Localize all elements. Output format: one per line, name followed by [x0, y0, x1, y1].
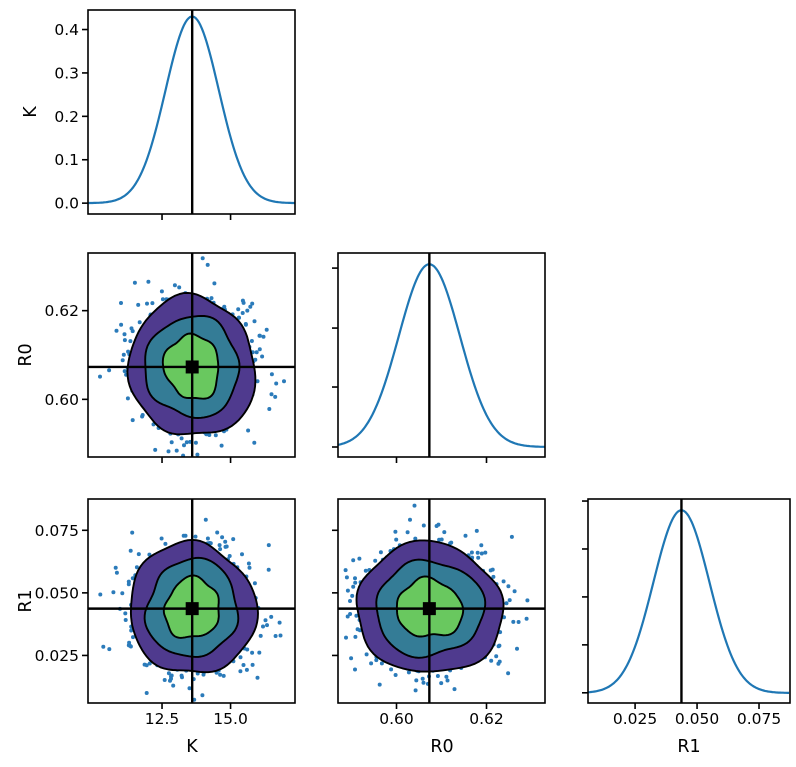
center-marker — [422, 602, 436, 616]
panel-kde-K: 0.0 0.1 0.2 0.3 0.4 — [54, 9, 296, 220]
panel-R0-vs-R1: 0.60 0.62 — [332, 498, 546, 728]
x-axis-label-K: K — [186, 737, 198, 757]
panel-K-vs-R0: 0.60 0.62 — [44, 252, 296, 463]
panel-frame — [87, 9, 296, 215]
panel-frame — [587, 498, 791, 704]
density-ticks — [332, 267, 338, 448]
x-ticks — [161, 457, 232, 463]
x-axis-label-R1: R1 — [677, 737, 701, 757]
x-tick-label: 0.025 — [613, 710, 657, 728]
density-tick-label: 0.4 — [54, 21, 79, 39]
density-ticks: 0.0 0.1 0.2 0.3 0.4 — [54, 21, 88, 213]
panel-frame — [87, 252, 296, 458]
kde-curve — [338, 263, 545, 448]
x-ticks — [161, 214, 232, 220]
x-ticks — [395, 457, 488, 463]
density-tick-label: 0.0 — [54, 195, 79, 213]
x-tick-label: 15.0 — [213, 710, 248, 728]
x-ticks: 0.025 0.050 0.075 — [613, 703, 781, 728]
kde-curve-group — [588, 509, 789, 694]
y-axis-label-R1: R1 — [16, 589, 36, 613]
panel-K-vs-R1: 12.5 15.0 0.025 0.050 0.075 — [35, 498, 296, 728]
y-axis-label-K: K — [21, 106, 41, 118]
y-tick-label: 0.075 — [35, 522, 79, 540]
x-ticks: 0.60 0.62 — [379, 703, 504, 728]
x-axis-label-R0: R0 — [430, 737, 454, 757]
density-tick-label: 0.1 — [54, 151, 79, 169]
panel-frame — [337, 252, 546, 458]
y-tick-label: 0.62 — [44, 302, 79, 320]
panel-frame — [337, 498, 546, 704]
y-axis-label-R0: R0 — [16, 343, 36, 367]
center-marker — [185, 602, 199, 616]
panel-kde-R1: 0.025 0.050 0.075 — [582, 498, 791, 728]
x-tick-label: 0.075 — [737, 710, 781, 728]
center-marker — [185, 360, 199, 374]
density-tick-label: 0.3 — [54, 64, 79, 82]
panel-kde-R0 — [332, 252, 546, 463]
density-tick-label: 0.2 — [54, 108, 79, 126]
x-tick-label: 0.050 — [675, 710, 719, 728]
y-tick-label: 0.050 — [35, 584, 79, 602]
kde-curve-group — [338, 263, 545, 448]
density-ticks — [582, 500, 588, 694]
kde-curve — [588, 509, 789, 694]
y-ticks: 0.025 0.050 0.075 — [35, 522, 88, 665]
y-ticks: 0.60 0.62 — [44, 302, 88, 409]
panel-frame — [87, 498, 296, 704]
x-tick-label: 12.5 — [145, 710, 180, 728]
x-tick-label: 0.62 — [469, 710, 504, 728]
x-tick-label: 0.60 — [379, 710, 414, 728]
y-ticks — [332, 529, 338, 657]
y-tick-label: 0.60 — [44, 391, 79, 409]
x-ticks: 12.5 15.0 — [145, 703, 248, 728]
y-tick-label: 0.025 — [35, 647, 79, 665]
